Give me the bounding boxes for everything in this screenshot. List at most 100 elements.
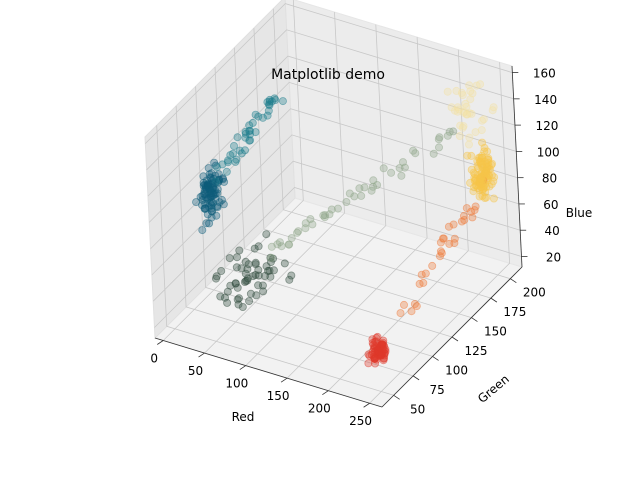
y-tick-mark [412, 375, 420, 381]
scatter-point [456, 121, 465, 130]
scatter-point [455, 131, 464, 140]
scatter-point [471, 128, 480, 137]
z-tick-label: 20 [546, 250, 561, 264]
scatter-point [241, 276, 250, 285]
scatter-point [250, 244, 259, 253]
scatter-point [205, 219, 214, 228]
scatter-point [419, 278, 428, 287]
x-tick-mark [239, 365, 247, 370]
scatter-point [443, 131, 452, 140]
scatter-point [453, 107, 462, 116]
scatter-point [232, 253, 241, 262]
scatter-point [435, 252, 444, 261]
x-tick-label: 250 [349, 414, 372, 428]
scatter-point [287, 234, 296, 243]
y-tick-mark [471, 317, 478, 322]
scatter-point [463, 151, 472, 160]
scatter-points [192, 80, 499, 368]
scatter-point [265, 266, 274, 275]
y-tick-label: 150 [484, 325, 507, 339]
x-tick-label: 0 [150, 352, 158, 366]
axes-grid [145, 0, 522, 404]
x-tick-label: 100 [225, 377, 248, 391]
scatter-point [452, 86, 461, 95]
z-tick-label: 60 [543, 198, 558, 212]
scatter-point [217, 266, 226, 275]
x-gridline [163, 0, 304, 341]
scatter-point [465, 81, 474, 90]
scatter-point [409, 146, 418, 155]
scatter-point [254, 242, 263, 251]
scatter-point [399, 300, 408, 309]
scatter-point [233, 283, 242, 292]
scatter-point [243, 265, 252, 274]
scatter-point [235, 146, 244, 155]
scatter-point [470, 176, 479, 185]
scatter-point [445, 239, 454, 248]
y-tick-mark [490, 297, 498, 303]
scatter-point [210, 158, 219, 167]
y-tick-mark [510, 278, 517, 283]
scatter-point [475, 157, 484, 166]
x-gridline [245, 24, 387, 366]
y-tick-label: 75 [429, 383, 444, 397]
scatter-point [379, 164, 388, 173]
scatter-point [209, 191, 218, 200]
z-tick-label: 80 [542, 172, 557, 186]
scatter-point [482, 183, 491, 192]
scatter-point [407, 307, 416, 316]
z-gridline [154, 187, 522, 328]
scatter-point [212, 163, 221, 172]
scatter-point [199, 172, 208, 181]
scatter-point [473, 161, 482, 170]
y-gridline [272, 8, 511, 280]
scatter-point [254, 112, 263, 121]
scatter-point [217, 195, 226, 204]
z-gridline [147, 55, 516, 197]
scatter-point [489, 194, 498, 203]
scatter-point [245, 297, 254, 306]
chart-title: Matplotlib demo [271, 67, 385, 83]
scatter-point [251, 260, 260, 269]
scatter-point [376, 349, 385, 358]
z-gridline [145, 3, 513, 144]
scatter-point [203, 210, 212, 219]
scatter-point [434, 135, 443, 144]
scatter-point [220, 293, 229, 302]
scatter-point [263, 98, 272, 107]
scatter-point [444, 222, 453, 231]
scatter-point [367, 350, 376, 359]
scatter-point [445, 127, 454, 136]
scatter-point [231, 157, 240, 166]
scatter-point [238, 302, 247, 311]
scatter-point [466, 95, 475, 104]
z-gridline [151, 134, 520, 276]
scatter-point [482, 193, 491, 202]
y-tick-label: 175 [503, 305, 526, 319]
scatter-point [267, 253, 276, 262]
scatter-point [476, 80, 485, 89]
scatter-point [264, 106, 273, 115]
scatter-point [466, 87, 475, 96]
scatter-point [301, 219, 310, 228]
y-tick-mark [432, 356, 439, 361]
scatter-point [410, 299, 419, 308]
scatter-point [417, 270, 426, 279]
z-gridline [148, 81, 517, 223]
scatter-point [198, 226, 207, 235]
scatter-point [464, 140, 473, 149]
y-tick-label: 200 [523, 286, 546, 300]
scatter-point [449, 220, 458, 229]
x-gridline [369, 62, 511, 404]
x-tick-mark [157, 340, 164, 345]
scatter-point [212, 272, 221, 281]
scatter-point [439, 234, 448, 243]
y-tick-mark [451, 336, 459, 342]
scatter-point [468, 89, 477, 98]
scatter-point [235, 246, 244, 255]
y-gridline [234, 47, 472, 318]
scatter-point [285, 275, 294, 284]
scatter-point [229, 141, 238, 150]
x-axis-line [154, 337, 383, 408]
z-gridline [150, 108, 518, 249]
